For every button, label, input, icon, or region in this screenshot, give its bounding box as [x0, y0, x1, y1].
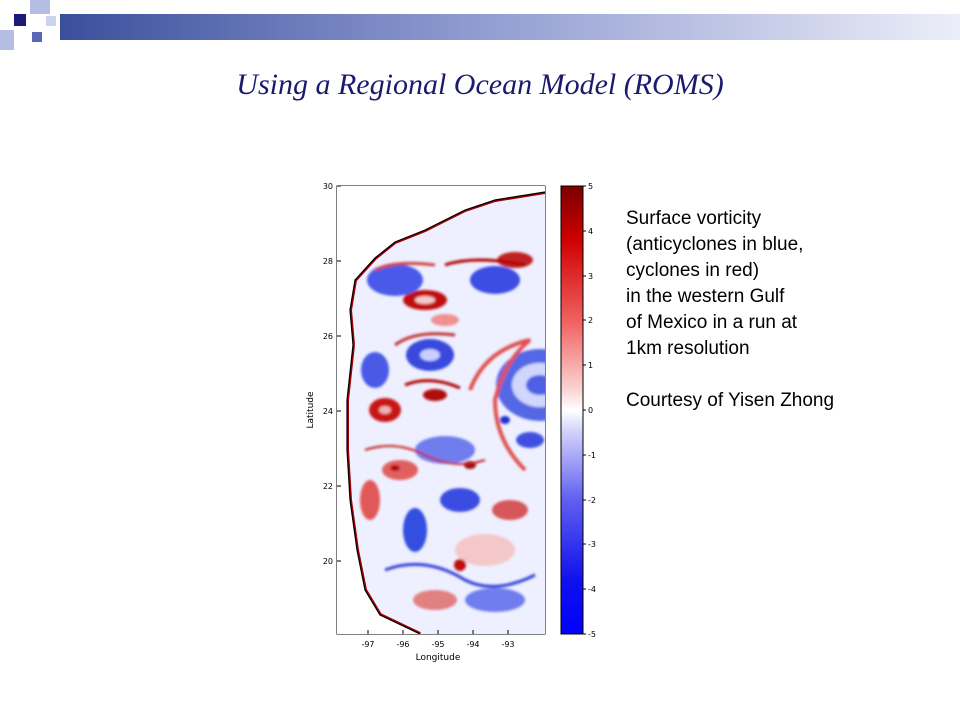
- caption-line: in the western Gulf: [626, 286, 785, 307]
- colorbar-tick-label: -5: [588, 630, 596, 639]
- colorbar-tick-label: 0: [588, 406, 593, 415]
- x-tick-label: -96: [396, 640, 409, 649]
- colorbar-tick-label: 2: [588, 316, 593, 325]
- coastline: [346, 191, 545, 634]
- deco-square-light: [30, 0, 50, 14]
- deco-square-faint: [46, 16, 56, 26]
- colorbar-tick-label: -1: [588, 451, 596, 460]
- header-gradient-band: [60, 14, 960, 40]
- figure-caption: Surface vorticity (anticyclones in blue,…: [626, 206, 946, 414]
- colorbar: [560, 185, 584, 635]
- vorticity-map-svg: 30 28 26 24 22 20 Latitude -97 -96 -95 -…: [306, 182, 596, 663]
- colorbar-tick-label: 3: [588, 272, 593, 281]
- y-tick-label: 24: [323, 407, 333, 416]
- deco-square-light: [0, 30, 14, 50]
- vorticity-field: [337, 186, 545, 634]
- deco-square-dark: [14, 14, 26, 26]
- caption-line: (anticyclones in blue,: [626, 234, 804, 255]
- caption-line: Surface vorticity: [626, 208, 762, 229]
- credit-line: Courtesy of Yisen Zhong: [626, 390, 835, 411]
- eddy-field: [360, 252, 545, 612]
- colorbar-tick-label: 4: [588, 227, 593, 236]
- x-tick-label: -95: [431, 640, 444, 649]
- caption-line: of Mexico in a run at: [626, 312, 798, 333]
- x-tick-label: -94: [466, 640, 479, 649]
- colorbar-ticks: 5 4 3 2 1 0 -1 -2 -3 -4 -5: [583, 182, 596, 639]
- deco-square-mid: [32, 32, 42, 42]
- x-axis-ticks: -97 -96 -95 -94 -93: [361, 630, 515, 649]
- slide-title: Using a Regional Ocean Model (ROMS): [236, 68, 724, 101]
- y-axis-ticks: 30 28 26 24 22 20: [323, 182, 341, 566]
- y-tick-label: 26: [323, 332, 333, 341]
- colorbar-tick-label: -4: [588, 585, 596, 594]
- x-tick-label: -97: [361, 640, 374, 649]
- colorbar-tick-label: -3: [588, 540, 596, 549]
- y-tick-label: 28: [323, 257, 333, 266]
- x-tick-label: -93: [501, 640, 514, 649]
- vorticity-figure: 30 28 26 24 22 20 Latitude -97 -96 -95 -…: [295, 170, 605, 665]
- colorbar-tick-label: 5: [588, 182, 593, 191]
- colorbar-tick-label: 1: [588, 361, 593, 370]
- y-tick-label: 20: [323, 557, 333, 566]
- y-tick-label: 30: [323, 182, 333, 191]
- caption-line: 1km resolution: [626, 338, 750, 359]
- caption-line: cyclones in red): [626, 260, 760, 281]
- y-axis-label: Latitude: [306, 391, 316, 429]
- colorbar-tick-label: -2: [588, 496, 596, 505]
- x-axis-label: Longitude: [416, 653, 461, 663]
- y-tick-label: 22: [323, 482, 333, 491]
